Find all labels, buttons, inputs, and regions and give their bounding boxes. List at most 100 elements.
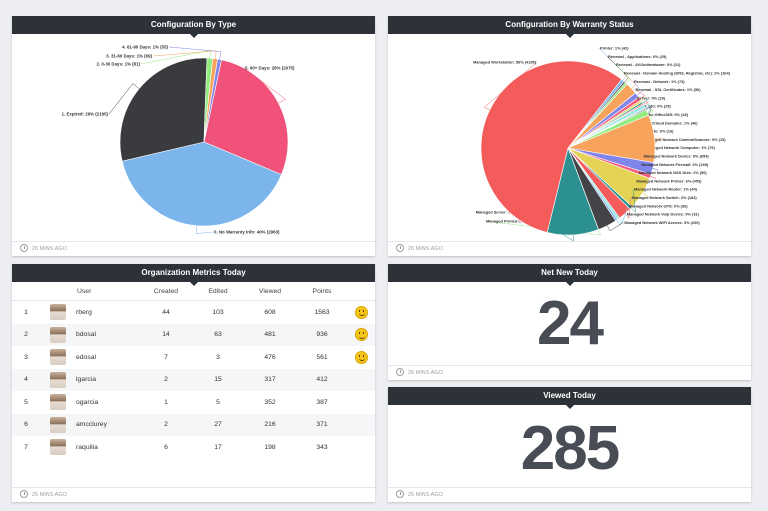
- pie-slice[interactable]: [480, 60, 622, 233]
- slice-connector: [635, 180, 648, 197]
- avatar: [50, 349, 66, 366]
- avatar: [50, 326, 66, 343]
- updated-time: 26 MINS AGO: [408, 492, 443, 498]
- net-new-panel: Net New Today 24 26 MINS AGO: [388, 264, 751, 380]
- slice-label: Managed Server: 9% (705): [476, 210, 525, 215]
- pie-slice[interactable]: [119, 57, 208, 162]
- slice-label: Renewal - Applications: 0% (25): [608, 54, 667, 59]
- slice-label: Vendor-Office365: 0% (18): [640, 112, 689, 117]
- slice-label: Managed Network Device: 9% (654): [644, 154, 710, 159]
- slice-label: Managed Printed Color: 0% (1): [486, 219, 543, 224]
- slice-connector: [140, 49, 211, 65]
- avatar-header: [40, 282, 76, 301]
- avatar: [50, 439, 66, 456]
- edited-header: Edited: [192, 282, 244, 301]
- viewed-cell: 352: [264, 398, 276, 406]
- rank-cell: 4: [12, 368, 40, 391]
- smiley-icon: [355, 328, 368, 342]
- rank-cell: 5: [24, 398, 28, 406]
- viewed-header: Viewed: [244, 282, 296, 301]
- slice-connector: [243, 67, 287, 104]
- config-by-warranty-panel: Configuration By Warranty Status Printer…: [388, 16, 751, 256]
- created-cell: 1: [164, 398, 168, 406]
- slice-connector: [616, 213, 627, 226]
- slice-connector: [637, 172, 656, 179]
- table-header-row: User Created Edited Viewed Points: [12, 282, 375, 301]
- slice-connector: [108, 83, 140, 115]
- points-cell: 561: [316, 353, 328, 361]
- user-cell: raquilia: [76, 443, 98, 451]
- config-by-type-title: Configuration By Type: [12, 16, 375, 38]
- rank-cell: 2: [12, 323, 40, 346]
- pie-slice[interactable]: [203, 59, 289, 175]
- slice-label: 0. No Warranty Info: 40% (2963): [214, 230, 280, 235]
- user-cell: ogarcia: [76, 398, 99, 406]
- net-new-value: 24: [537, 289, 604, 358]
- slice-connector: [624, 197, 631, 219]
- viewed-title: Viewed Today: [388, 387, 751, 409]
- slice-label: Renewal - AV/Antimalware: 0% (31): [616, 62, 681, 67]
- slice-label: 5. 90+ Days: 28% (2075): [245, 66, 295, 71]
- user-cell: lgarcia: [76, 368, 140, 391]
- slice-connector: [635, 97, 648, 102]
- net-new-title: Net New Today: [388, 264, 751, 286]
- viewed-cell: 476: [264, 353, 276, 361]
- avatar-cell: [40, 436, 76, 459]
- config-by-warranty-chart: Printer: 1% (42) Renewal - Applications: …: [473, 46, 731, 242]
- org-metrics-footer: 26 MINS AGO: [12, 487, 375, 502]
- rank-cell: 3: [24, 353, 28, 361]
- avatar-cell: [40, 346, 76, 369]
- created-cell: 6: [164, 443, 168, 451]
- updated-time: 26 MINS AGO: [32, 246, 67, 252]
- config-by-warranty-title: Configuration By Warranty Status: [388, 16, 751, 38]
- clock-icon: [396, 368, 404, 376]
- rank-header: [12, 282, 40, 301]
- slice-connector: [152, 50, 217, 59]
- created-cell: 14: [140, 323, 192, 346]
- slice-label: 4. 61-90 Days: 1% (55): [122, 45, 168, 50]
- slice-label: Renewal - Network: 1% (73): [634, 79, 685, 84]
- slice-label: 2. 0-30 Days: 1% (81): [97, 62, 141, 67]
- points-cell: 936: [296, 323, 348, 346]
- badge-header: [348, 282, 375, 301]
- config-by-type-chart: 5. 90+ Days: 28% (2075) 0. No Warranty In…: [62, 45, 295, 235]
- slice-label: Managed Network UPS: 0% (36): [629, 203, 688, 208]
- slice-label: Managed Workstation: 56% (4195): [473, 60, 537, 65]
- avatar-cell: [40, 301, 76, 324]
- viewed-cell: 481: [244, 323, 296, 346]
- slice-connector: [614, 64, 631, 84]
- badge-cell: [348, 346, 375, 369]
- updated-time: 26 MINS AGO: [408, 246, 443, 252]
- slice-connector: [195, 225, 214, 234]
- points-cell: 343: [316, 443, 328, 451]
- created-header: Created: [140, 282, 192, 301]
- viewed-footer: 26 MINS AGO: [388, 487, 751, 502]
- points-cell: 371: [296, 413, 348, 436]
- table-row: 6 amcclurey 2 27 216 371: [12, 413, 375, 436]
- slice-connector: [630, 189, 636, 213]
- edited-cell: 63: [192, 323, 244, 346]
- badge-cell: [348, 436, 375, 459]
- config-by-warranty-footer: 26 MINS AGO: [388, 241, 751, 256]
- slice-label: Managed Network NAS Disk: 1% (56): [639, 170, 708, 175]
- net-new-footer: 26 MINS AGO: [388, 365, 751, 380]
- slice-label: Managed Network Computer: 1% (79): [646, 145, 715, 150]
- points-cell: 412: [296, 368, 348, 391]
- slice-connector: [640, 163, 659, 171]
- points-cell: 387: [316, 398, 328, 406]
- pie-slice[interactable]: [121, 141, 282, 227]
- slice-label: Managed Network Switch: 2% (184): [632, 195, 698, 200]
- user-header: User: [76, 282, 140, 301]
- badge-cell: [348, 301, 375, 324]
- user-cell: amcclurey: [76, 413, 140, 436]
- badge-cell: [348, 368, 375, 391]
- slice-label: Managed Network WIFI Access: 3% (260): [624, 220, 700, 225]
- smiley-icon: [355, 350, 368, 364]
- slice-label: Managed Network Firewall: 2% (165): [641, 162, 709, 167]
- clock-icon: [20, 244, 28, 252]
- slice-connector: [483, 61, 538, 111]
- clock-icon: [396, 244, 404, 252]
- clock-icon: [396, 490, 404, 498]
- badge-cell: [348, 391, 375, 414]
- user-cell: bdosal: [76, 323, 140, 346]
